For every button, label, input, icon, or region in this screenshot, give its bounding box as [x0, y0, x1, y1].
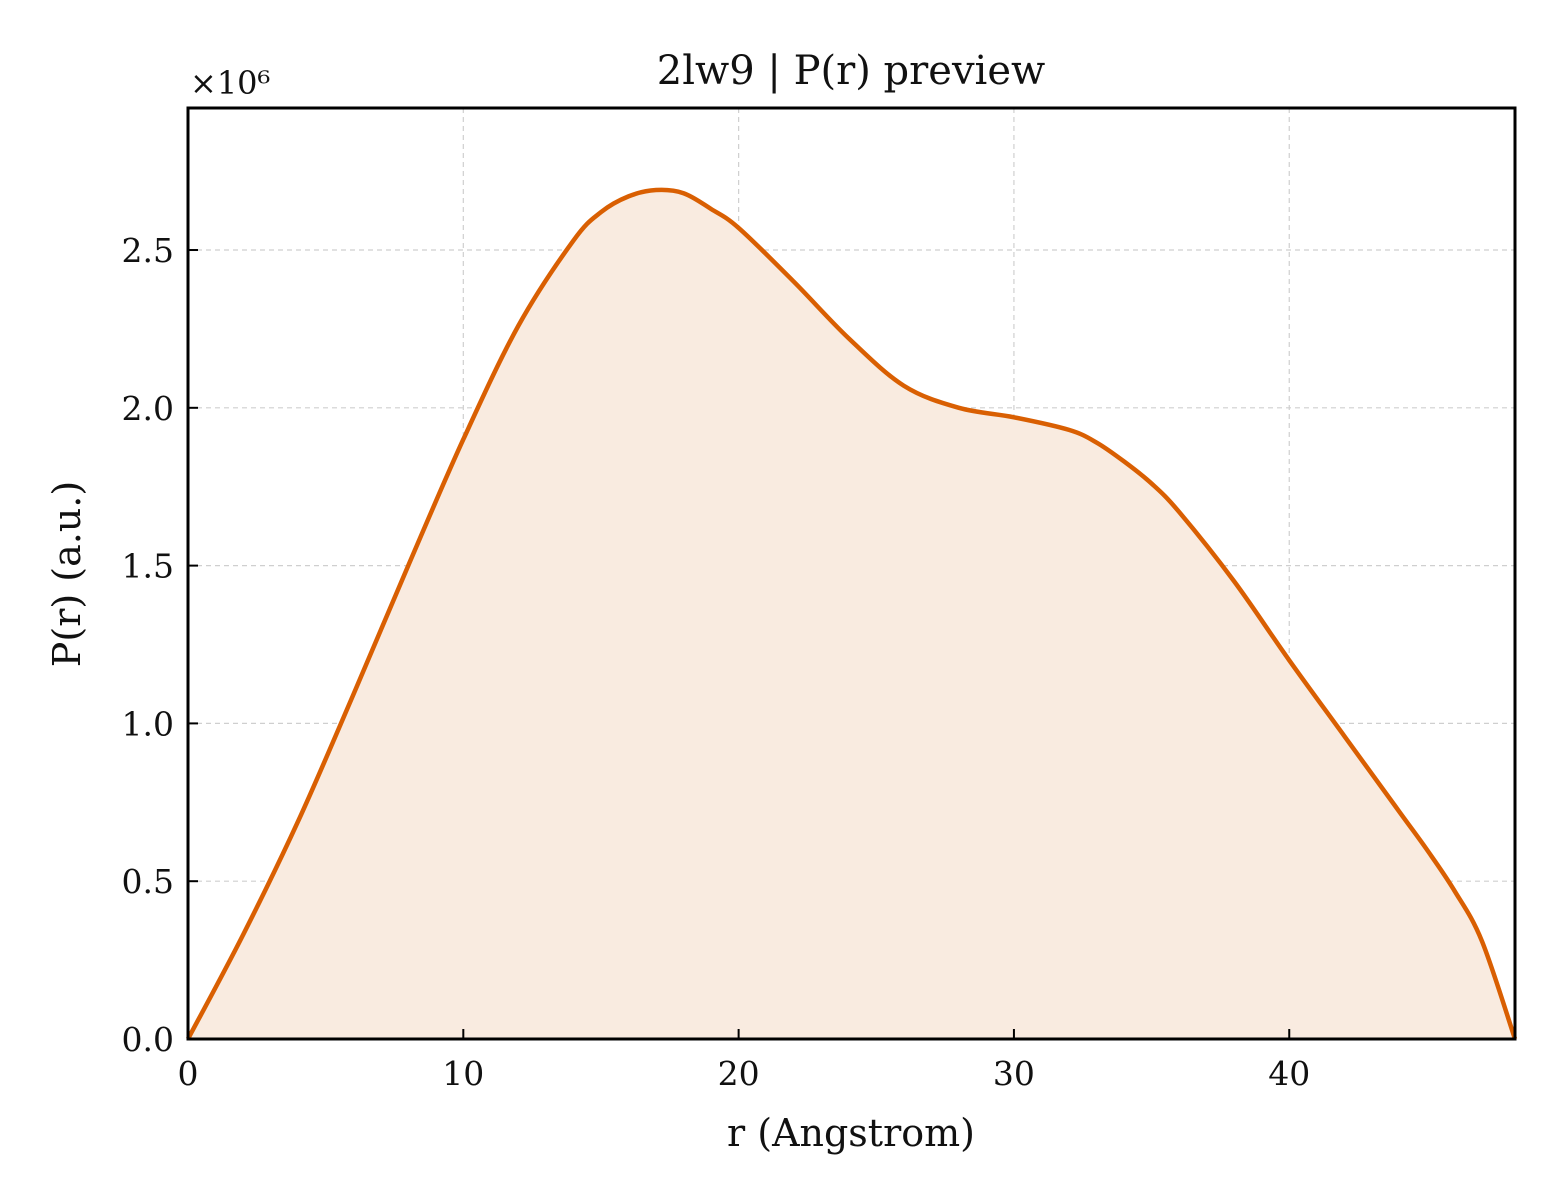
- y-tick-label: 2.5: [122, 231, 174, 270]
- pr-area-fill: [188, 189, 1515, 1039]
- y-axis-label: P(r) (a.u.): [45, 481, 89, 667]
- x-axis-label: r (Angstrom): [727, 1111, 975, 1155]
- y-tick-label: 0.5: [122, 862, 174, 901]
- x-tick-label: 30: [993, 1054, 1035, 1093]
- y-multiplier-label: ×10⁶: [190, 64, 270, 102]
- ticks: 0 10 20 30 40 0.0 0.5 1.0 1.5 2.0 2.5: [122, 231, 1311, 1093]
- chart-title: 2lw9 | P(r) preview: [657, 48, 1046, 94]
- y-tick-label: 1.0: [122, 704, 174, 743]
- plot-frame: [186, 106, 1517, 1041]
- x-tick-label: 20: [718, 1054, 760, 1093]
- pr-series-line: [186, 187, 1518, 1041]
- x-tick-label: 40: [1268, 1054, 1310, 1093]
- x-tick-label: 10: [442, 1054, 484, 1093]
- y-tick-label: 1.5: [122, 547, 174, 586]
- y-tick-label: 0.0: [122, 1020, 174, 1059]
- y-tick-label: 2.0: [122, 389, 174, 428]
- x-tick-label: 0: [178, 1054, 199, 1093]
